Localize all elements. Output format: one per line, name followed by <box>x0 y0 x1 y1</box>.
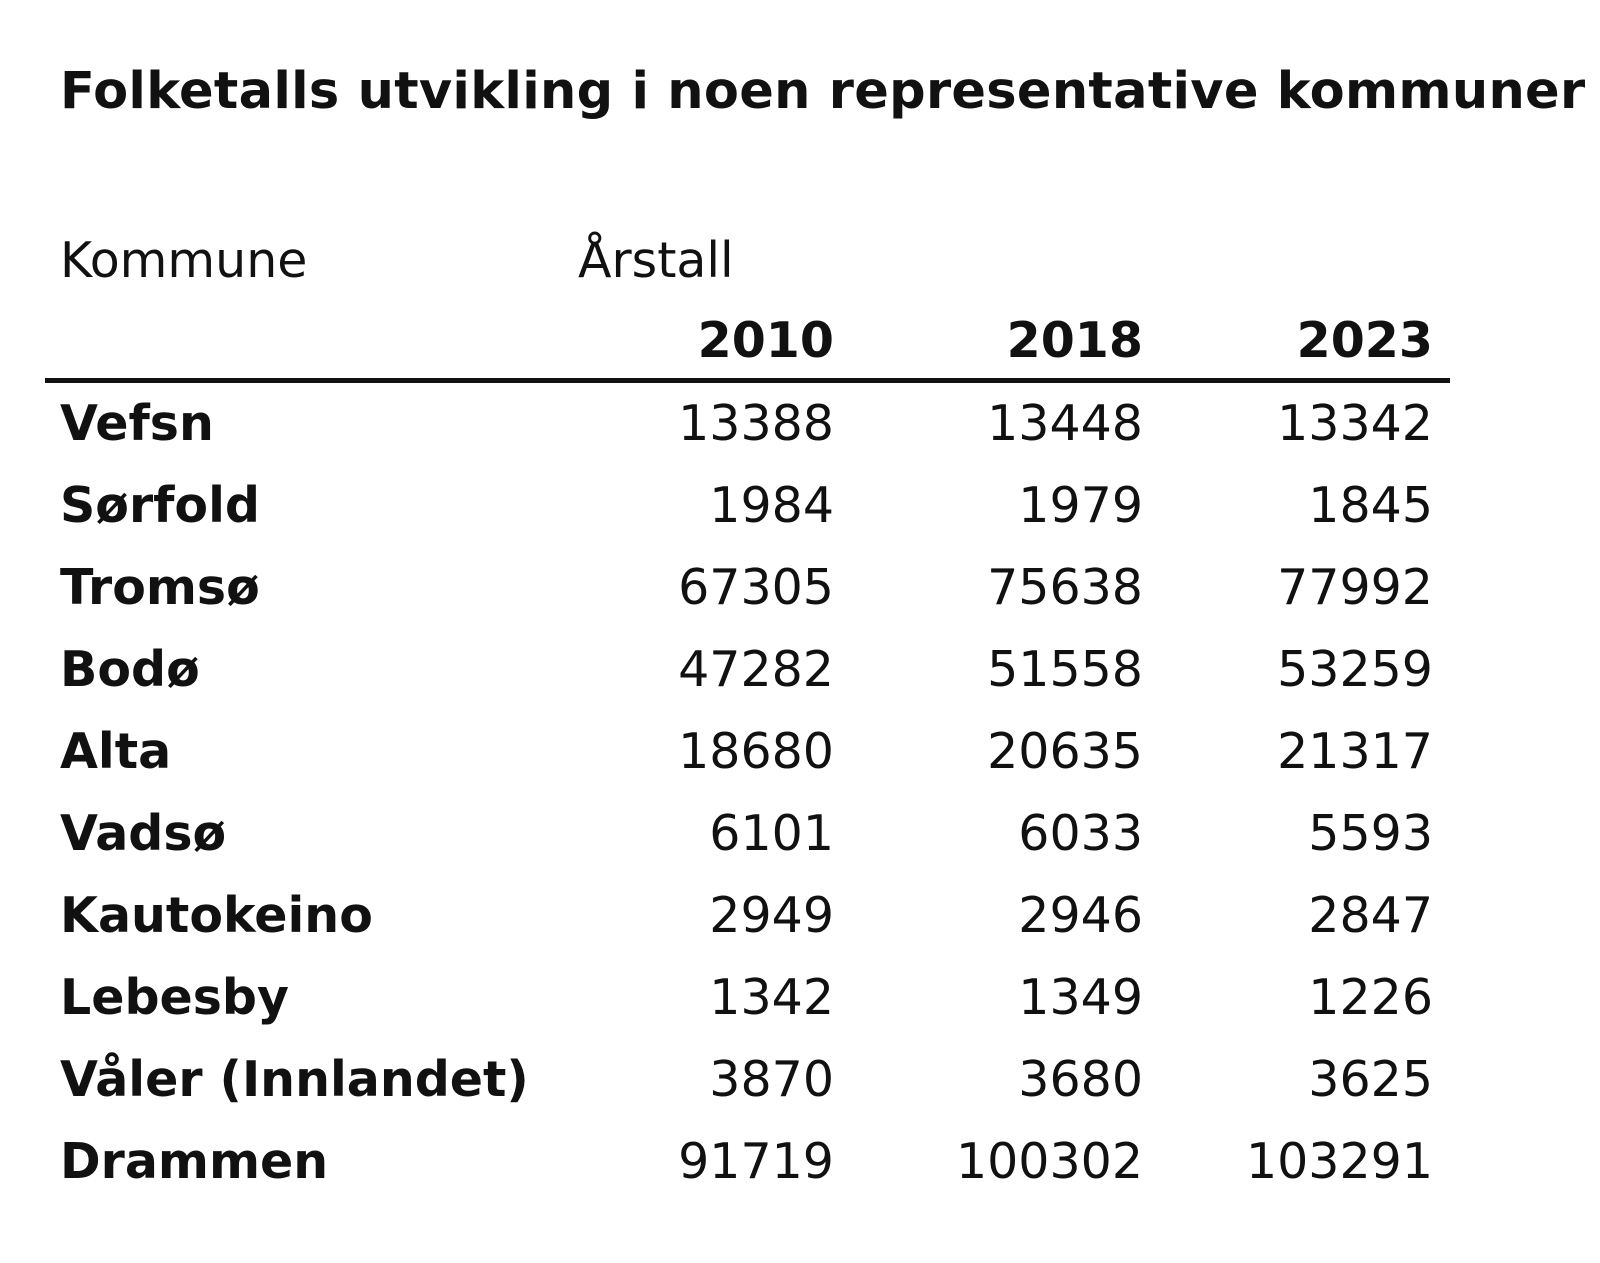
table-row: Drammen 91719 100302 103291 <box>0 1133 1600 1215</box>
population-value-cell: 47282 <box>678 641 834 698</box>
population-value-cell: 1349 <box>1018 969 1143 1026</box>
population-value-cell: 1984 <box>709 477 834 534</box>
table-row: Vefsn 13388 13448 13342 <box>0 395 1600 477</box>
population-value-cell: 75638 <box>987 559 1143 616</box>
table-row: Sørfold 1984 1979 1845 <box>0 477 1600 559</box>
kommune-name-cell: Kautokeino <box>60 887 373 944</box>
population-value-cell: 2847 <box>1308 887 1433 944</box>
table-row: Tromsø 67305 75638 77992 <box>0 559 1600 641</box>
population-value-cell: 6101 <box>709 805 834 862</box>
population-value-cell: 13448 <box>987 395 1143 452</box>
table-row: Kautokeino 2949 2946 2847 <box>0 887 1600 969</box>
population-value-cell: 20635 <box>987 723 1143 780</box>
population-value-cell: 51558 <box>987 641 1143 698</box>
kommune-name-cell: Drammen <box>60 1133 329 1190</box>
population-value-cell: 103291 <box>1245 1133 1433 1190</box>
population-value-cell: 3680 <box>1018 1051 1143 1108</box>
population-value-cell: 53259 <box>1277 641 1433 698</box>
population-value-cell: 13342 <box>1277 395 1433 452</box>
year-header-2018: 2018 <box>1006 312 1143 369</box>
population-value-cell: 67305 <box>678 559 834 616</box>
population-value-cell: 21317 <box>1277 723 1433 780</box>
population-value-cell: 3625 <box>1308 1051 1433 1108</box>
kommune-column-header: Kommune <box>60 232 308 289</box>
population-value-cell: 2946 <box>1018 887 1143 944</box>
population-value-cell: 18680 <box>678 723 834 780</box>
year-header-2023: 2023 <box>1296 312 1433 369</box>
table-row: Våler (Innlandet) 3870 3680 3625 <box>0 1051 1600 1133</box>
table-row: Bodø 47282 51558 53259 <box>0 641 1600 723</box>
table-title: Folketalls utvikling i noen representati… <box>60 62 1586 121</box>
kommune-name-cell: Tromsø <box>60 559 260 616</box>
table-row: Alta 18680 20635 21317 <box>0 723 1600 805</box>
kommune-name-cell: Bodø <box>60 641 200 698</box>
population-value-cell: 1979 <box>1018 477 1143 534</box>
table-row: Lebesby 1342 1349 1226 <box>0 969 1600 1051</box>
population-value-cell: 2949 <box>709 887 834 944</box>
population-value-cell: 77992 <box>1277 559 1433 616</box>
kommune-name-cell: Sørfold <box>60 477 260 534</box>
arstall-group-header: Årstall <box>578 232 734 289</box>
population-value-cell: 6033 <box>1018 805 1143 862</box>
table-row: Vadsø 6101 6033 5593 <box>0 805 1600 887</box>
header-divider <box>45 378 1450 383</box>
kommune-name-cell: Alta <box>60 723 172 780</box>
population-value-cell: 1342 <box>709 969 834 1026</box>
kommune-name-cell: Våler (Innlandet) <box>60 1051 529 1108</box>
population-value-cell: 5593 <box>1308 805 1433 862</box>
population-value-cell: 91719 <box>678 1133 834 1190</box>
population-value-cell: 13388 <box>678 395 834 452</box>
population-value-cell: 100302 <box>955 1133 1143 1190</box>
population-value-cell: 1226 <box>1308 969 1433 1026</box>
kommune-name-cell: Lebesby <box>60 969 289 1026</box>
population-value-cell: 3870 <box>709 1051 834 1108</box>
year-header-2010: 2010 <box>697 312 834 369</box>
kommune-name-cell: Vadsø <box>60 805 227 862</box>
population-value-cell: 1845 <box>1308 477 1433 534</box>
kommune-name-cell: Vefsn <box>60 395 214 452</box>
